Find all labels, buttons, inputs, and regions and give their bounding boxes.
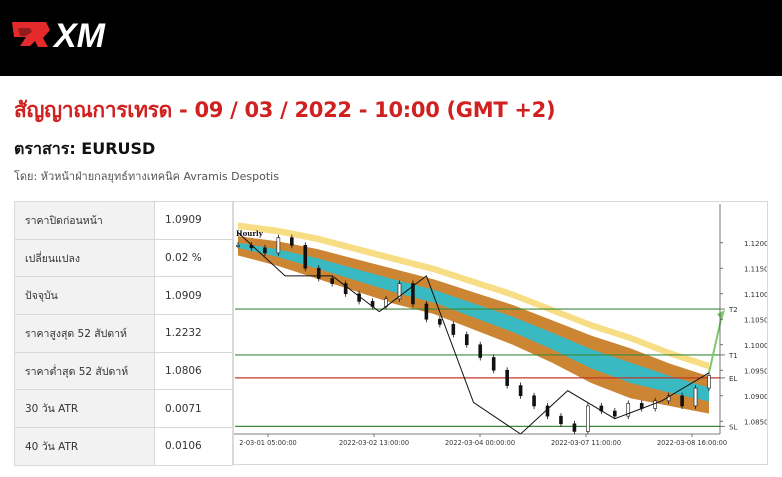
- y-tick-label: 1.0950: [744, 367, 768, 375]
- y-tick-label: 1.1000: [744, 342, 768, 350]
- stat-label: ปัจจุบัน: [14, 276, 155, 316]
- price-chart: T2 T1 EL SL 1.1200 1.1150 1.1100 1.1050 1.1000 1.…: [233, 201, 768, 465]
- x-tick-label: 2022-03-08 16:00:00: [657, 439, 727, 447]
- candle-body: [464, 334, 469, 346]
- stat-label: 40 วัน ATR: [14, 427, 155, 466]
- candle-body: [518, 385, 523, 397]
- stat-label: 30 วัน ATR: [14, 389, 155, 429]
- level-label-t2: T2: [728, 306, 738, 314]
- stat-label: ราคาต่ำสุด 52 สัปดาห์: [14, 351, 155, 391]
- brand-name: XM: [52, 17, 106, 52]
- candle-body: [290, 237, 294, 246]
- logo-mark-shadow: [18, 28, 32, 36]
- stat-value: 1.2232: [154, 314, 233, 353]
- candle-body: [330, 278, 334, 284]
- y-tick-label: 1.1050: [744, 316, 768, 324]
- x-tick-label: 2-03-01 05:00:00: [239, 439, 296, 447]
- table-row: เปลี่ยนแปลง 0.02 %: [14, 238, 233, 278]
- stat-label: ราคาปิดก่อนหน้า: [14, 201, 155, 240]
- candle-body: [653, 400, 657, 409]
- target-arrow-head: [717, 310, 725, 321]
- table-row: ราคาต่ำสุด 52 สัปดาห์ 1.0806: [14, 351, 233, 391]
- y-tick-label: 1.0900: [744, 393, 768, 401]
- table-row: ราคาปิดก่อนหน้า 1.0909: [14, 201, 233, 240]
- candle-body: [693, 387, 698, 407]
- candle-body: [316, 267, 321, 279]
- y-tick-label: 1.0850: [744, 418, 768, 426]
- author-byline: โดย: หัวหน้าฝ่ายกลยุทธ์ทางเทคนิค Avramis…: [14, 170, 279, 183]
- stats-table: ราคาปิดก่อนหน้า 1.0909 เปลี่ยนแปลง 0.02 …: [14, 201, 233, 466]
- candle-body: [303, 244, 308, 269]
- outer-ma-band: [238, 236, 709, 414]
- level-label-el: EL: [729, 375, 737, 383]
- y-tick-label: 1.1200: [744, 240, 768, 248]
- candle-body: [397, 283, 402, 300]
- stat-label: ราคาสูงสุด 52 สัปดาห์: [14, 314, 155, 353]
- candle-body: [572, 423, 577, 432]
- y-tick-label: 1.1100: [744, 291, 768, 299]
- candle-body: [680, 395, 684, 407]
- table-row: 40 วัน ATR 0.0106: [14, 427, 233, 466]
- candle-body: [545, 405, 550, 417]
- candle-body: [236, 244, 240, 247]
- stat-value: 0.0106: [154, 427, 233, 466]
- stat-value: 1.0909: [154, 201, 233, 240]
- candle-body: [438, 318, 442, 325]
- x-tick-label: 2022-03-07 11:00:00: [551, 439, 621, 447]
- stat-label: เปลี่ยนแปลง: [14, 238, 155, 278]
- stat-value: 0.02 %: [154, 238, 233, 278]
- candle-body: [451, 324, 456, 335]
- candle-body: [478, 344, 483, 358]
- top-banner: XM: [0, 0, 782, 76]
- candle-body: [626, 403, 631, 417]
- y-tick-label: 1.1150: [744, 265, 768, 273]
- candle-body: [263, 247, 267, 254]
- stat-value: 0.0071: [154, 389, 233, 429]
- chart-canvas: T2 T1 EL SL 1.1200 1.1150 1.1100 1.1050 1.1000 1.…: [234, 204, 768, 447]
- stat-value: 1.0909: [154, 276, 233, 316]
- stat-value: 1.0806: [154, 351, 233, 391]
- x-tick-label: 2022-03-02 13:00:00: [339, 439, 409, 447]
- zigzag-line: [237, 232, 710, 435]
- signal-headline: สัญญาณการเทรด - 09 / 03 / 2022 - 10:00 (…: [14, 98, 556, 122]
- candle-body: [532, 395, 536, 407]
- candle-body: [491, 357, 496, 371]
- inner-ma-band: [238, 242, 709, 402]
- candle-body: [343, 283, 348, 295]
- candle-body: [424, 303, 429, 320]
- table-row: ปัจจุบัน 1.0909: [14, 276, 233, 316]
- candle-body: [559, 415, 563, 425]
- level-label-t1: T1: [728, 352, 738, 360]
- candle-body: [612, 410, 617, 417]
- candle-body: [276, 237, 281, 254]
- logo-mark-icon: [12, 22, 50, 47]
- candle-body: [586, 405, 590, 432]
- table-row: 30 วัน ATR 0.0071: [14, 389, 233, 429]
- xm-logo: XM: [12, 17, 106, 52]
- timeframe-label: Hourly: [236, 229, 264, 238]
- table-row: ราคาสูงสุด 52 สัปดาห์ 1.2232: [14, 314, 233, 353]
- instrument-title: ตราสาร: EURUSD: [14, 139, 156, 158]
- level-label-sl: SL: [729, 423, 737, 431]
- candle-body: [411, 283, 415, 305]
- candle-body: [505, 369, 509, 386]
- candle-body: [707, 375, 711, 389]
- x-tick-label: 2022-03-04 00:00:00: [445, 439, 515, 447]
